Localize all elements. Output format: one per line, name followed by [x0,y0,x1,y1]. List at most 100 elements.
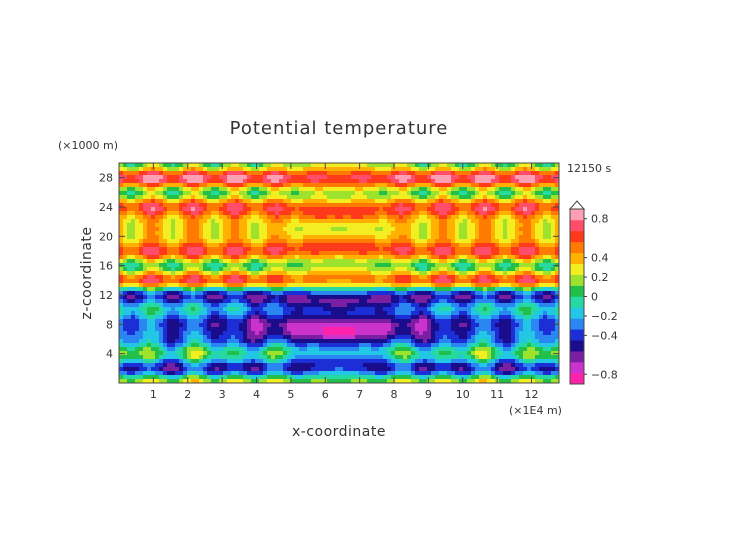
field-cell [331,279,336,284]
field-cell [303,339,308,344]
field-cell [175,275,180,280]
field-cell [207,247,212,252]
field-cell [339,267,344,272]
field-cell [423,171,428,176]
field-cell [403,175,408,180]
field-cell [251,235,256,240]
field-cell [143,251,148,256]
field-cell [523,179,528,184]
field-cell [223,187,228,192]
field-cell [327,239,332,244]
field-cell [339,307,344,312]
field-cell [239,231,244,236]
field-cell [471,199,476,204]
field-cell [259,271,264,276]
field-cell [383,195,388,200]
field-cell [223,299,228,304]
field-cell [179,339,184,344]
field-cell [271,331,276,336]
field-cell [375,283,380,288]
field-cell [555,207,560,212]
field-cell [347,175,352,180]
field-cell [191,319,196,324]
field-cell [335,187,340,192]
field-cell [455,279,460,284]
field-cell [203,231,208,236]
field-cell [515,259,520,264]
field-cell [139,299,144,304]
field-cell [279,247,284,252]
field-cell [291,263,296,268]
field-cell [179,275,184,280]
field-cell [379,279,384,284]
field-cell [507,211,512,216]
field-cell [343,271,348,276]
field-cell [331,295,336,300]
field-cell [179,215,184,220]
field-cell [387,251,392,256]
field-cell [219,219,224,224]
field-cell [435,311,440,316]
field-cell [539,183,544,188]
field-cell [335,319,340,324]
field-cell [503,203,508,208]
field-cell [271,335,276,340]
field-cell [267,315,272,320]
field-cell [287,211,292,216]
field-cell [367,215,372,220]
field-cell [327,195,332,200]
field-cell [307,239,312,244]
field-cell [351,219,356,224]
field-cell [155,223,160,228]
field-cell [415,171,420,176]
field-cell [475,327,480,332]
field-cell [295,195,300,200]
field-cell [319,211,324,216]
field-cell [531,179,536,184]
field-cell [419,247,424,252]
field-cell [259,247,264,252]
field-cell [499,179,504,184]
field-cell [199,235,204,240]
field-cell [131,211,136,216]
field-cell [539,331,544,336]
field-cell [155,343,160,348]
field-cell [147,211,152,216]
field-cell [463,231,468,236]
field-cell [523,219,528,224]
field-cell [131,303,136,308]
field-cell [363,171,368,176]
field-cell [431,287,436,292]
field-cell [539,207,544,212]
field-cell [303,295,308,300]
field-cell [203,211,208,216]
field-cell [207,315,212,320]
field-cell [279,299,284,304]
field-cell [463,319,468,324]
field-cell [235,303,240,308]
field-cell [207,323,212,328]
field-cell [147,263,152,268]
field-cell [535,195,540,200]
field-cell [423,307,428,312]
field-cell [423,251,428,256]
field-cell [343,247,348,252]
field-cell [243,183,248,188]
field-cell [375,191,380,196]
field-cell [407,259,412,264]
field-cell [183,319,188,324]
field-cell [459,319,464,324]
field-cell [483,339,488,344]
field-cell [543,235,548,240]
field-cell [299,279,304,284]
field-cell [475,179,480,184]
field-cell [235,219,240,224]
field-cell [403,203,408,208]
field-cell [511,235,516,240]
field-cell [299,283,304,288]
field-cell [379,179,384,184]
field-cell [227,275,232,280]
field-cell [175,163,180,168]
field-cell [455,223,460,228]
field-cell [123,227,128,232]
